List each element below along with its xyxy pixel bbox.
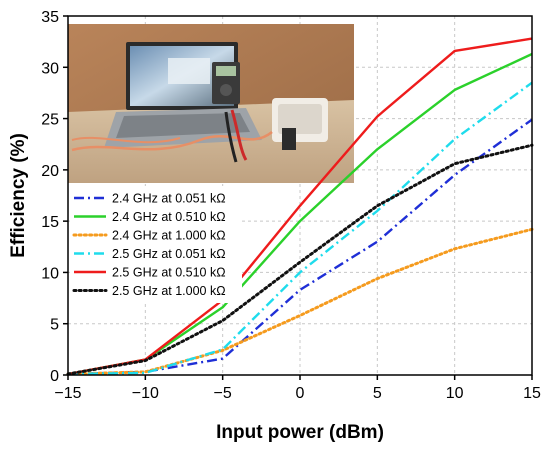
y-tick-label: 35 — [41, 9, 59, 26]
series-line-4 — [67, 81, 533, 376]
y-tick-label: 5 — [50, 317, 59, 334]
x-tick-label: 10 — [446, 385, 464, 402]
legend-label: 2.4 GHz at 0.051 kΩ — [112, 192, 226, 206]
x-tick-label: −5 — [214, 385, 232, 402]
x-tick-label: −15 — [54, 385, 81, 402]
series-line-6 — [66, 143, 534, 376]
legend-box — [70, 186, 242, 303]
x-tick-label: −10 — [132, 385, 159, 402]
legend-label: 2.4 GHz at 1.000 kΩ — [112, 229, 226, 243]
y-tick-label: 10 — [41, 265, 59, 282]
y-tick-label: 0 — [50, 368, 59, 385]
x-tick-label: 0 — [296, 385, 305, 402]
measurement-setup-photo — [68, 24, 354, 183]
x-tick-label: 15 — [523, 385, 541, 402]
series-lines — [66, 37, 534, 376]
legend-label: 2.5 GHz at 1.000 kΩ — [112, 284, 226, 298]
y-tick-label: 30 — [41, 60, 59, 77]
y-tick-label: 25 — [41, 112, 59, 129]
y-tick-label: 15 — [41, 214, 59, 231]
grid-lines — [68, 16, 532, 375]
legend-label: 2.5 GHz at 0.510 kΩ — [112, 266, 226, 280]
x-axis-title: Input power (dBm) — [216, 422, 384, 443]
x-tick-label: 5 — [373, 385, 382, 402]
axis-ticks: −15 −10 −5 0 5 10 15 0 5 10 15 20 25 30 35 — [41, 9, 541, 402]
y-tick-label: 20 — [41, 163, 59, 180]
y-axis-title: Efficiency (%) — [8, 133, 29, 258]
legend-label: 2.4 GHz at 0.510 kΩ — [112, 210, 226, 224]
legend-label: 2.5 GHz at 0.051 kΩ — [112, 247, 226, 261]
legend: 2.4 GHz at 0.051 kΩ 2.4 GHz at 0.510 kΩ 2.… — [70, 186, 242, 303]
series-line-3 — [66, 227, 534, 376]
